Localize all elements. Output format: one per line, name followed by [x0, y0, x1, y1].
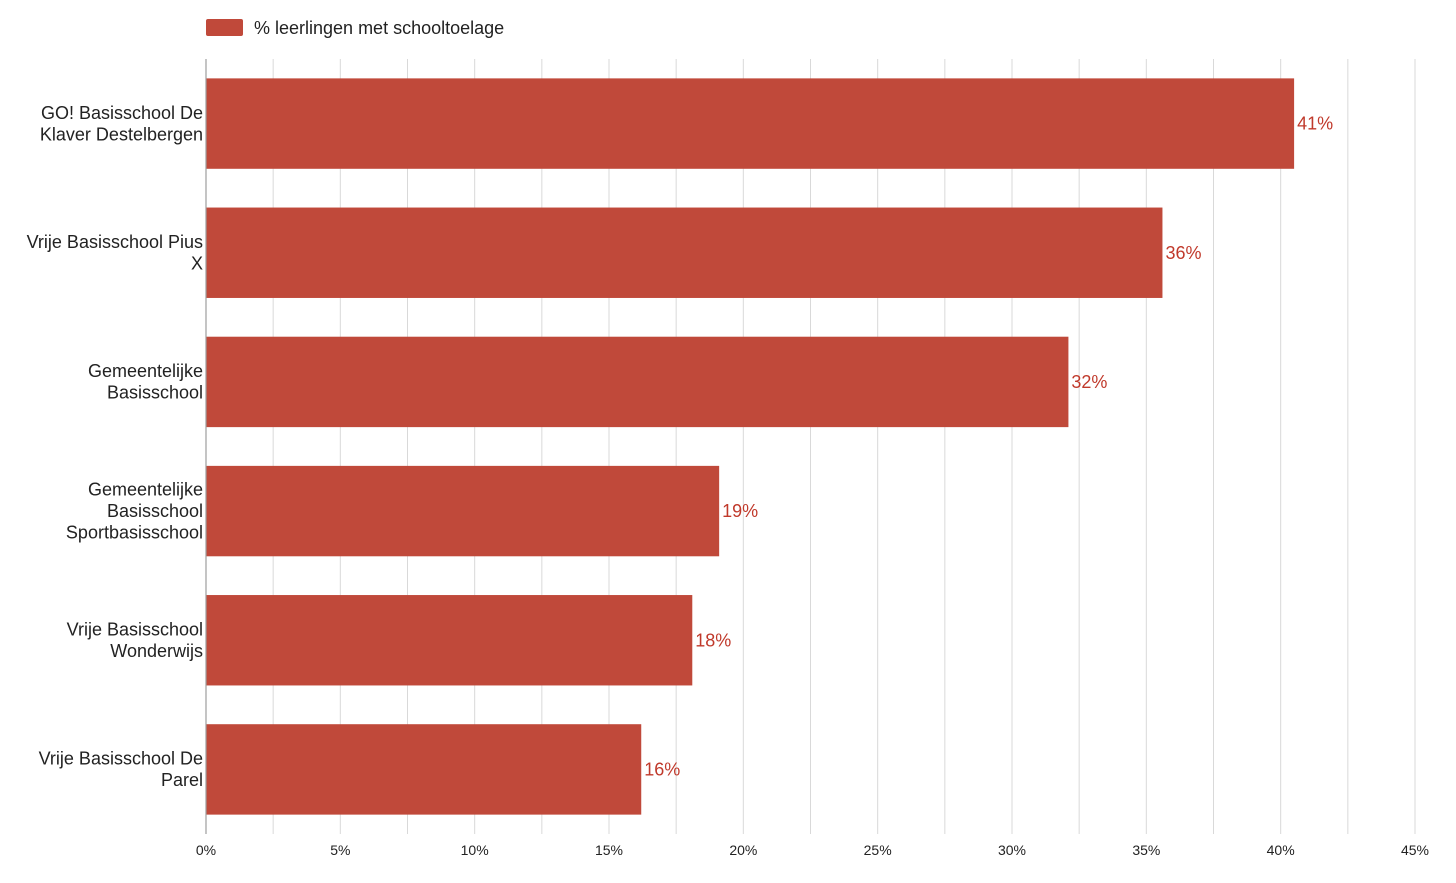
data-label: 41%: [1297, 114, 1333, 134]
x-tick-label: 35%: [1132, 842, 1160, 858]
legend-label[interactable]: % leerlingen met schooltoelage: [254, 18, 504, 38]
x-tick-label: 5%: [330, 842, 350, 858]
category-label: Vrije Basisschool Pius X: [27, 232, 203, 274]
bar[interactable]: [206, 724, 642, 815]
gridlines: [272, 59, 1416, 834]
x-tick-label: 25%: [864, 842, 892, 858]
category-label: Gemeentelijke Basisschool: [88, 361, 203, 403]
category-label: Gemeentelijke Basisschool Sportbasisschool: [66, 480, 203, 543]
x-tick-label: 20%: [729, 842, 757, 858]
x-tick-label: 45%: [1401, 842, 1429, 858]
data-label: 36%: [1165, 243, 1201, 263]
bars: [206, 78, 1295, 815]
data-label: 32%: [1071, 372, 1107, 392]
bar[interactable]: [206, 595, 693, 686]
bar[interactable]: [206, 465, 720, 557]
data-label: 18%: [695, 630, 731, 650]
category-label: Vrije Basisschool Wonderwijs: [67, 620, 203, 662]
bar[interactable]: [206, 207, 1163, 298]
bar[interactable]: [206, 336, 1069, 428]
labels: 0% 5% 10% 15% 20% 25% 30% 35% 40% 45% 41% GO! Basis…: [27, 103, 1429, 858]
category-label: Vrije Basisschool De Parel: [39, 749, 203, 791]
x-tick-label: 10%: [461, 842, 489, 858]
legend[interactable]: % leerlingen met schooltoelage: [206, 18, 504, 38]
x-tick-label: 40%: [1267, 842, 1295, 858]
data-label: 19%: [722, 501, 758, 521]
category-label: GO! Basisschool De Klaver Destelbergen: [40, 103, 203, 144]
x-tick-label: 15%: [595, 842, 623, 858]
legend-swatch[interactable]: [206, 19, 243, 36]
bar[interactable]: [206, 78, 1295, 169]
x-tick-label: 30%: [998, 842, 1026, 858]
data-label: 16%: [644, 759, 680, 779]
x-tick-label: 0%: [196, 842, 216, 858]
